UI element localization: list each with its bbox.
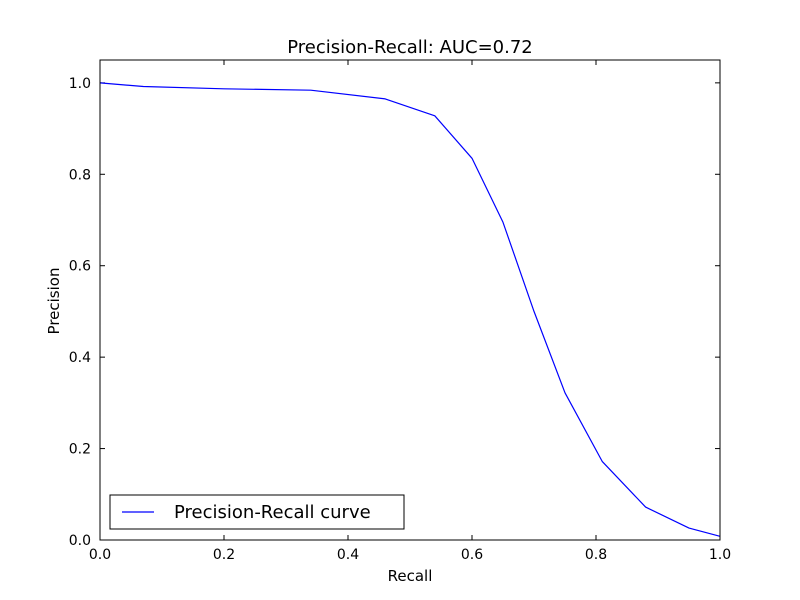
x-axis-ticks: 0.0 0.2 0.4 0.6 0.8 1.0 [89,60,731,563]
chart-title: Precision-Recall: AUC=0.72 [287,37,533,58]
series-line-precision-recall [99,82,721,537]
legend: Precision-Recall curve [109,494,405,530]
y-tick-label: 0.2 [69,442,91,458]
y-tick-label: 0.8 [69,167,91,183]
y-tick-label: 0.6 [69,259,91,275]
x-tick-label: 1.0 [709,547,731,563]
y-axis-label: Precision [45,268,63,335]
y-tick-label: 0.0 [69,533,91,549]
legend-label: Precision-Recall curve [174,502,371,523]
y-tick-label: 0.4 [69,350,91,366]
plot-frame [99,59,721,541]
x-axis-label: Recall [388,567,433,585]
x-tick-label: 0.8 [585,547,607,563]
x-tick-label: 0.4 [337,547,359,563]
y-tick-label: 1.0 [69,76,91,92]
series-layer [99,82,721,537]
x-tick-label: 0.2 [213,547,235,563]
x-tick-label: 0.6 [461,547,483,563]
legend-box [109,494,405,530]
y-axis-ticks: 0.0 0.2 0.4 0.6 0.8 1.0 [69,76,720,549]
x-tick-label: 0.0 [89,547,111,563]
